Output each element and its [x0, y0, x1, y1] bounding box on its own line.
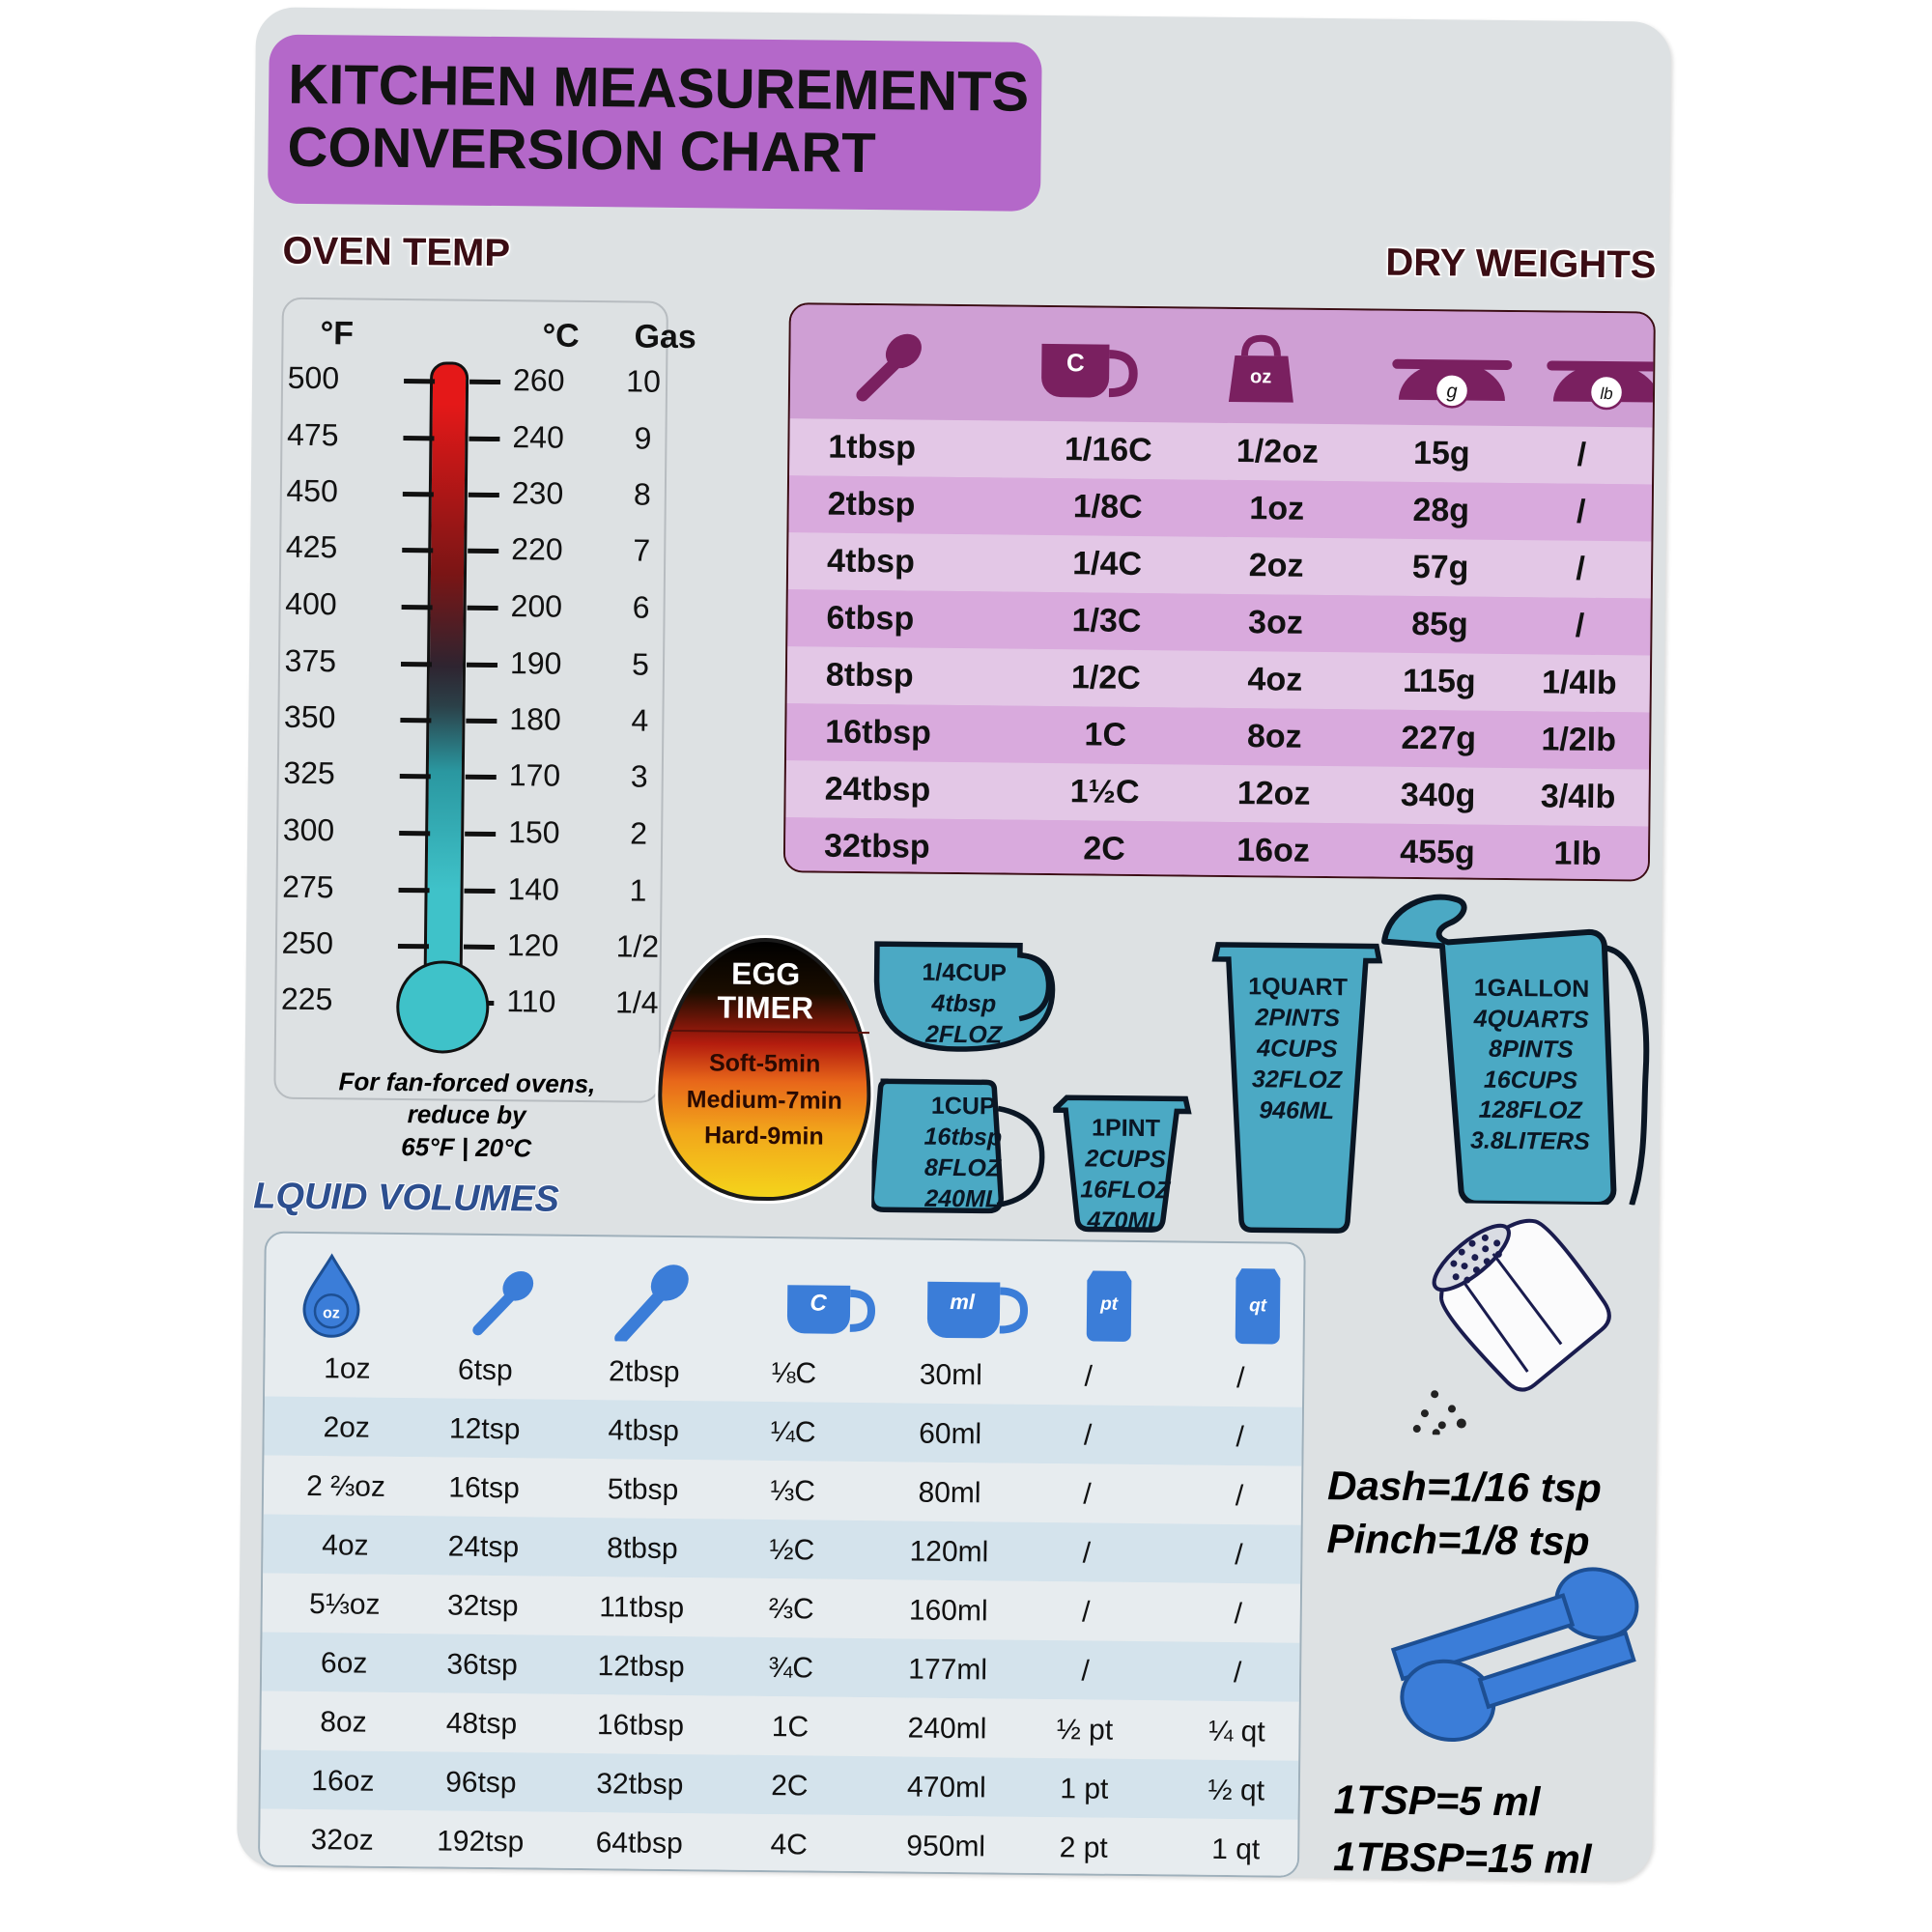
svg-text:lb: lb: [1600, 384, 1612, 403]
svg-text:ml: ml: [950, 1290, 976, 1314]
svg-text:pt: pt: [1099, 1294, 1119, 1315]
svg-text:qt: qt: [1249, 1295, 1267, 1316]
svg-text:oz: oz: [1250, 366, 1271, 387]
svg-text:g: g: [1446, 381, 1457, 402]
svg-text:C: C: [1066, 348, 1085, 377]
svg-text:C: C: [810, 1290, 827, 1316]
svg-text:oz: oz: [323, 1305, 340, 1321]
